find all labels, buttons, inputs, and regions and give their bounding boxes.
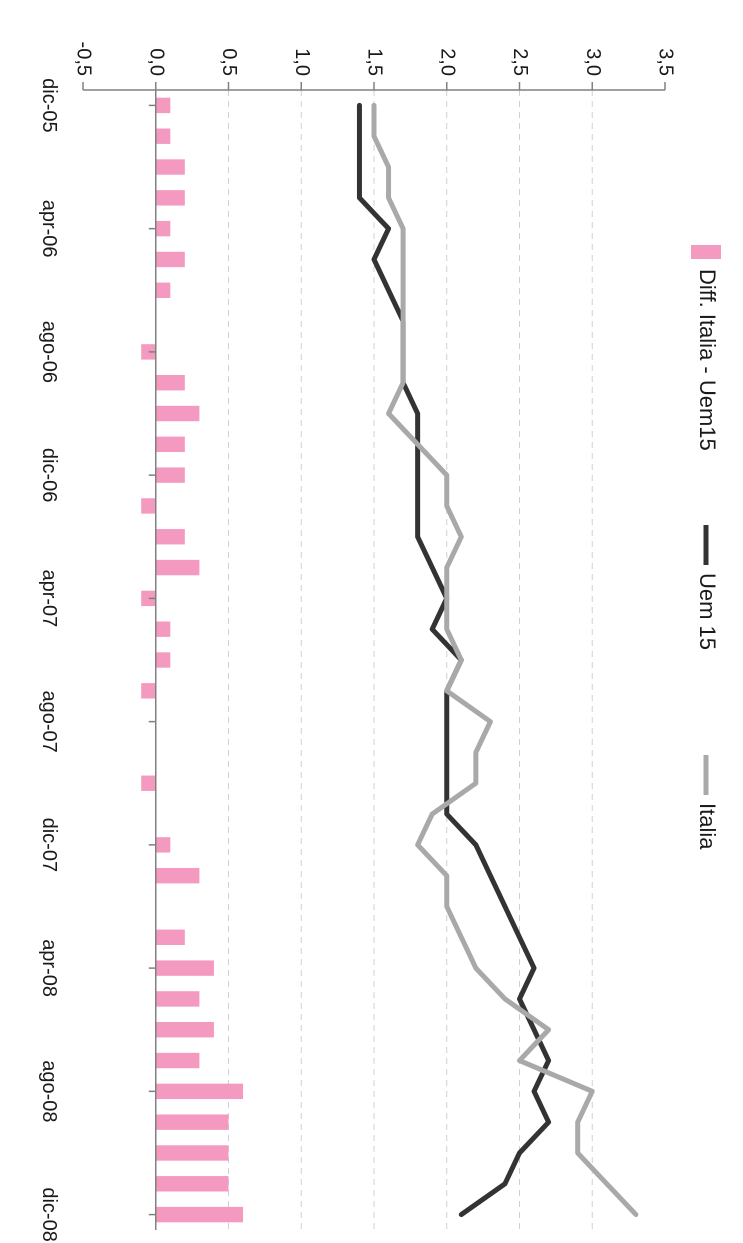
y-tick-label: 3,0 (582, 48, 604, 76)
x-tick-label: ago-07 (38, 690, 60, 752)
bar (155, 1114, 229, 1130)
bar (141, 498, 156, 514)
series-line (371, 102, 639, 1218)
y-tick-label: 1,5 (364, 48, 386, 76)
x-tick-label: ago-06 (38, 321, 60, 383)
bar (155, 436, 185, 453)
x-tick-label: dic-05 (38, 78, 60, 132)
bar (155, 991, 200, 1007)
legend: Diff. Italia - Uem15 Uem 15 Italia (691, 245, 721, 850)
y-tick-label: 0,0 (145, 48, 167, 76)
lines-layer (356, 102, 639, 1218)
bar (155, 128, 171, 144)
bar (155, 159, 185, 175)
bar (155, 467, 185, 483)
bar (141, 344, 156, 360)
x-ticks-layer: dic-05 apr-06 ago-06 dic-06 apr-07 ago-07 dic-… (38, 78, 156, 1242)
x-tick-label: apr-06 (38, 200, 60, 258)
x-tick-label: dic-06 (38, 448, 60, 502)
bar (155, 1206, 244, 1223)
bar (155, 1052, 200, 1069)
legend-label: Italia (695, 803, 720, 850)
x-tick-label: apr-08 (38, 939, 60, 997)
bar (155, 97, 171, 114)
bar (155, 190, 185, 206)
y-tick-label: 0,5 (218, 48, 240, 76)
bar (141, 590, 156, 607)
bar (155, 405, 200, 422)
x-tick-label: ago-08 (38, 1060, 60, 1122)
bar (155, 529, 185, 545)
bar (155, 621, 171, 637)
x-tick-label: apr-07 (38, 569, 60, 627)
legend-label: Uem 15 (695, 573, 720, 650)
bar (141, 683, 156, 699)
bar (155, 1022, 214, 1038)
y-tick-label: -0,5 (73, 42, 95, 76)
bar (155, 837, 171, 853)
legend-label: Diff. Italia - Uem15 (695, 269, 720, 451)
bar (155, 929, 185, 946)
y-tick-label: 1,0 (291, 48, 313, 76)
series-line (356, 102, 552, 1218)
rotated-plot: dic-05 apr-06 ago-06 dic-06 apr-07 ago-07 dic-… (38, 42, 721, 1242)
y-ticks-layer: -0,5 0,0 0,5 1,0 1,5 2,0 2,5 3,0 3,5 (73, 42, 677, 90)
bar (155, 559, 200, 576)
y-tick-label: 3,5 (655, 48, 677, 76)
bar (155, 220, 171, 237)
bar (155, 282, 171, 298)
bar (155, 960, 214, 976)
bar (155, 867, 200, 884)
x-tick-label: dic-08 (38, 1187, 60, 1241)
grid-layer (228, 90, 593, 1230)
bar (155, 1176, 229, 1192)
bar (155, 251, 185, 268)
x-tick-label: dic-07 (38, 818, 60, 872)
bar (155, 1083, 244, 1100)
bar (141, 775, 156, 791)
y-tick-label: 2,5 (509, 48, 531, 76)
y-tick-label: 2,0 (436, 48, 458, 76)
bar (155, 375, 185, 391)
bar (155, 1145, 229, 1161)
bar (155, 652, 171, 668)
bars-layer (141, 97, 244, 1223)
legend-swatch (691, 245, 721, 259)
